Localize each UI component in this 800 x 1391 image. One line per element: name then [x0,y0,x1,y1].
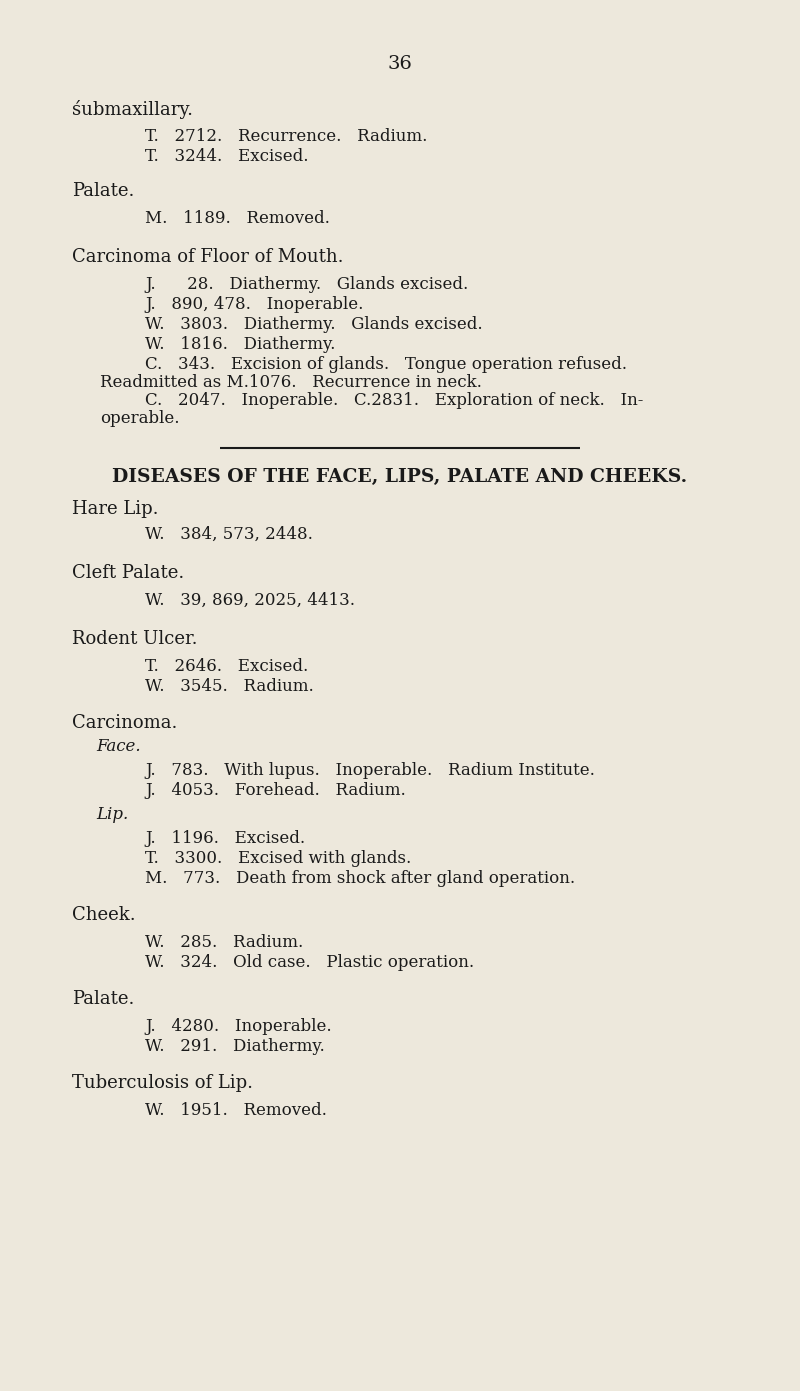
Text: T.   2712.   Recurrence.   Radium.: T. 2712. Recurrence. Radium. [145,128,427,145]
Text: Palate.: Palate. [72,182,134,200]
Text: Carcinoma of Floor of Mouth.: Carcinoma of Floor of Mouth. [72,248,343,266]
Text: Tuberculosis of Lip.: Tuberculosis of Lip. [72,1074,253,1092]
Text: J.   4053.   Forehead.   Radium.: J. 4053. Forehead. Radium. [145,782,406,798]
Text: śubmaxillary.: śubmaxillary. [72,100,193,120]
Text: J.   1196.   Excised.: J. 1196. Excised. [145,830,305,847]
Text: T.   3244.   Excised.: T. 3244. Excised. [145,147,309,166]
Text: W.   291.   Diathermy.: W. 291. Diathermy. [145,1038,325,1054]
Text: Readmitted as M.1076.   Recurrence in neck.: Readmitted as M.1076. Recurrence in neck… [100,374,482,391]
Text: Carcinoma.: Carcinoma. [72,714,178,732]
Text: DISEASES OF THE FACE, LIPS, PALATE AND CHEEKS.: DISEASES OF THE FACE, LIPS, PALATE AND C… [113,467,687,485]
Text: M.   773.   Death from shock after gland operation.: M. 773. Death from shock after gland ope… [145,869,575,887]
Text: W.   285.   Radium.: W. 285. Radium. [145,933,303,951]
Text: Lip.: Lip. [96,805,128,823]
Text: W.   1951.   Removed.: W. 1951. Removed. [145,1102,327,1118]
Text: J.   4280.   Inoperable.: J. 4280. Inoperable. [145,1018,332,1035]
Text: J.   890, 478.   Inoperable.: J. 890, 478. Inoperable. [145,296,363,313]
Text: W.   384, 573, 2448.: W. 384, 573, 2448. [145,526,313,542]
Text: operable.: operable. [100,410,179,427]
Text: W.   3803.   Diathermy.   Glands excised.: W. 3803. Diathermy. Glands excised. [145,316,482,332]
Text: W.   39, 869, 2025, 4413.: W. 39, 869, 2025, 4413. [145,593,355,609]
Text: W.   324.   Old case.   Plastic operation.: W. 324. Old case. Plastic operation. [145,954,474,971]
Text: T.   2646.   Excised.: T. 2646. Excised. [145,658,308,675]
Text: J.      28.   Diathermy.   Glands excised.: J. 28. Diathermy. Glands excised. [145,275,468,294]
Text: M.   1189.   Removed.: M. 1189. Removed. [145,210,330,227]
Text: 36: 36 [387,56,413,72]
Text: Rodent Ulcer.: Rodent Ulcer. [72,630,198,648]
Text: Cleft Palate.: Cleft Palate. [72,563,184,581]
Text: Face.: Face. [96,739,141,755]
Text: Palate.: Palate. [72,990,134,1008]
Text: W.   3545.   Radium.: W. 3545. Radium. [145,677,314,696]
Text: J.   783.   With lupus.   Inoperable.   Radium Institute.: J. 783. With lupus. Inoperable. Radium I… [145,762,595,779]
Text: W.   1816.   Diathermy.: W. 1816. Diathermy. [145,337,335,353]
Text: Cheek.: Cheek. [72,906,136,924]
Text: Hare Lip.: Hare Lip. [72,499,158,517]
Text: T.   3300.   Excised with glands.: T. 3300. Excised with glands. [145,850,411,867]
Text: C.   2047.   Inoperable.   C.2831.   Exploration of neck.   In-: C. 2047. Inoperable. C.2831. Exploration… [145,392,643,409]
Text: C.   343.   Excision of glands.   Tongue operation refused.: C. 343. Excision of glands. Tongue opera… [145,356,627,373]
